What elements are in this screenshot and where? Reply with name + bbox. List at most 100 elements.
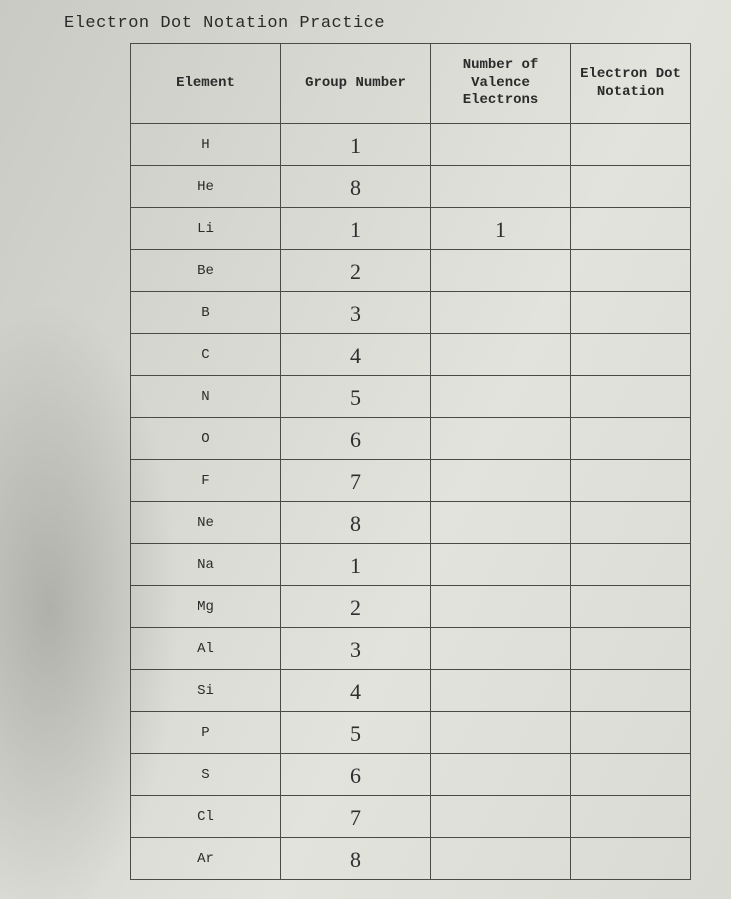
handwritten-group: 8 [350, 177, 361, 199]
cell-group: 3 [281, 628, 431, 670]
cell-notation [571, 208, 691, 250]
cell-group: 4 [281, 670, 431, 712]
cell-element: Si [131, 670, 281, 712]
table-row: O6 [131, 418, 691, 460]
cell-group: 6 [281, 418, 431, 460]
handwritten-group: 5 [350, 387, 361, 409]
cell-valence [431, 502, 571, 544]
cell-notation [571, 418, 691, 460]
cell-notation [571, 334, 691, 376]
cell-element: He [131, 166, 281, 208]
table-row: H1 [131, 124, 691, 166]
table-row: Mg 2 [131, 586, 691, 628]
handwritten-group: 8 [350, 513, 361, 535]
cell-notation [571, 124, 691, 166]
cell-notation [571, 544, 691, 586]
cell-element: Be [131, 250, 281, 292]
handwritten-group: 6 [350, 429, 361, 451]
cell-group: 5 [281, 712, 431, 754]
cell-valence [431, 628, 571, 670]
table-row: C4 [131, 334, 691, 376]
handwritten-group: 4 [350, 345, 361, 367]
cell-element: Al [131, 628, 281, 670]
table-row: Cl7 [131, 796, 691, 838]
cell-notation [571, 502, 691, 544]
table-row: S6 [131, 754, 691, 796]
table-row: Be 2 [131, 250, 691, 292]
cell-notation [571, 628, 691, 670]
cell-group: 3 [281, 292, 431, 334]
cell-valence [431, 754, 571, 796]
cell-group: 8 [281, 502, 431, 544]
handwritten-group: 2 [350, 261, 361, 283]
table-row: He 8 [131, 166, 691, 208]
cell-notation [571, 838, 691, 880]
handwritten-group: 7 [350, 807, 361, 829]
cell-notation [571, 586, 691, 628]
handwritten-group: 3 [350, 303, 361, 325]
cell-notation [571, 796, 691, 838]
handwritten-group: 6 [350, 765, 361, 787]
table-row: Na1 [131, 544, 691, 586]
table-row: F7 [131, 460, 691, 502]
handwritten-group: 1 [350, 135, 361, 157]
cell-element: Li [131, 208, 281, 250]
table-row: Al 3 [131, 628, 691, 670]
cell-valence [431, 124, 571, 166]
table-header-row: Element Group Number Number of Valence E… [131, 44, 691, 124]
cell-valence [431, 586, 571, 628]
cell-element: H [131, 124, 281, 166]
handwritten-valence: 1 [495, 219, 506, 241]
cell-notation [571, 250, 691, 292]
header-group: Group Number [281, 44, 431, 124]
handwritten-group: 3 [350, 639, 361, 661]
table-row: B3 [131, 292, 691, 334]
cell-element: Mg [131, 586, 281, 628]
cell-group: 1 [281, 544, 431, 586]
cell-element: O [131, 418, 281, 460]
table-row: Li 1 1 [131, 208, 691, 250]
cell-element: F [131, 460, 281, 502]
handwritten-group: 1 [350, 219, 361, 241]
cell-group: 2 [281, 250, 431, 292]
cell-group: 7 [281, 460, 431, 502]
cell-group: 4 [281, 334, 431, 376]
cell-valence [431, 376, 571, 418]
cell-notation [571, 670, 691, 712]
cell-group: 1 [281, 208, 431, 250]
cell-group: 2 [281, 586, 431, 628]
cell-notation [571, 754, 691, 796]
cell-valence [431, 418, 571, 460]
cell-element: N [131, 376, 281, 418]
cell-notation [571, 292, 691, 334]
cell-valence [431, 460, 571, 502]
cell-element: P [131, 712, 281, 754]
cell-element: S [131, 754, 281, 796]
cell-notation [571, 460, 691, 502]
header-valence: Number of Valence Electrons [431, 44, 571, 124]
cell-group: 8 [281, 838, 431, 880]
table-row: Ne 8 [131, 502, 691, 544]
cell-valence [431, 334, 571, 376]
handwritten-group: 2 [350, 597, 361, 619]
cell-element: Ne [131, 502, 281, 544]
cell-element: C [131, 334, 281, 376]
cell-valence [431, 670, 571, 712]
cell-notation [571, 166, 691, 208]
cell-group: 5 [281, 376, 431, 418]
table-row: Si 4 [131, 670, 691, 712]
cell-valence [431, 292, 571, 334]
worksheet-table: Element Group Number Number of Valence E… [130, 43, 691, 880]
cell-group: 1 [281, 124, 431, 166]
table-row: P5 [131, 712, 691, 754]
cell-group: 6 [281, 754, 431, 796]
cell-element: Ar [131, 838, 281, 880]
cell-element: B [131, 292, 281, 334]
cell-group: 8 [281, 166, 431, 208]
cell-notation [571, 376, 691, 418]
cell-valence [431, 544, 571, 586]
cell-valence [431, 166, 571, 208]
handwritten-group: 1 [350, 555, 361, 577]
cell-valence [431, 838, 571, 880]
handwritten-group: 4 [350, 681, 361, 703]
